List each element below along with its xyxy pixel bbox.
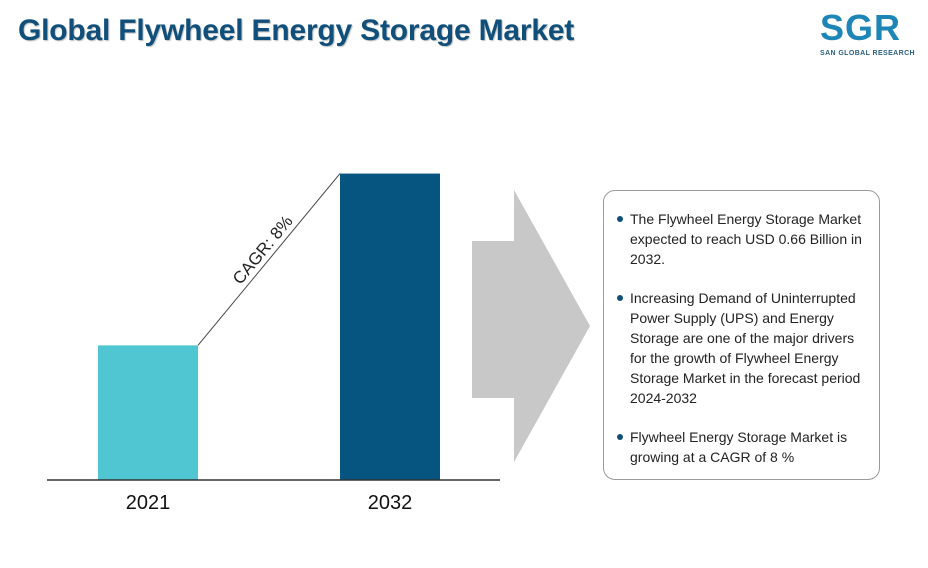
bar-2021	[98, 345, 198, 480]
info-box: The Flywheel Energy Storage Market expec…	[603, 190, 880, 480]
info-bullet-3: Flywheel Energy Storage Market is growin…	[616, 427, 871, 467]
bar-2032	[340, 173, 440, 481]
page-title: Global Flywheel Energy Storage Market	[18, 14, 575, 47]
logo-letters: SGR	[820, 7, 902, 48]
info-bullet-2: Increasing Demand of Uninterrupted Power…	[616, 288, 871, 408]
logo-subtitle: SAN GLOBAL RESEARCH	[820, 50, 915, 57]
x-tick-label-2021: 2021	[126, 492, 171, 514]
info-bullet-1: The Flywheel Energy Storage Market expec…	[616, 209, 871, 269]
cagr-annotation: CAGR: 8%	[229, 212, 297, 288]
company-logo: SGR SAN GLOBAL RESEARCH	[818, 8, 920, 58]
right-arrow-shape	[472, 190, 590, 462]
x-tick-label-2032: 2032	[368, 492, 413, 514]
cagr-connector-line	[197, 173, 341, 346]
